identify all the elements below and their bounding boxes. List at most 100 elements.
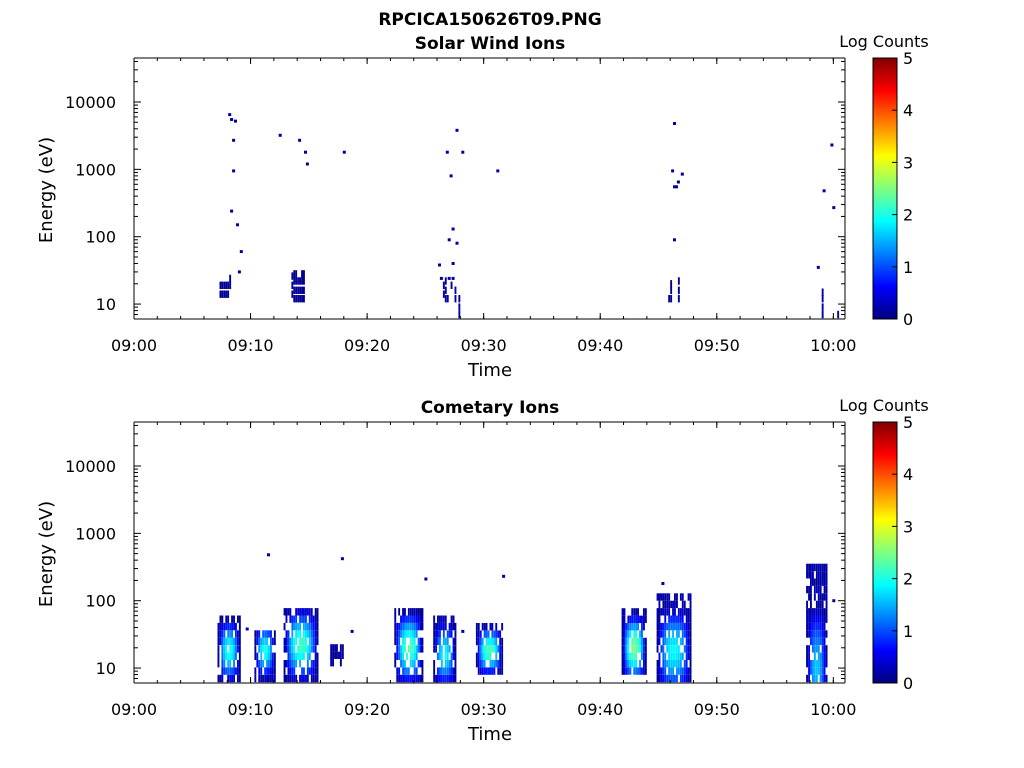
data-cell xyxy=(812,674,814,683)
solar-wind-ylabel: Energy (eV) xyxy=(36,137,57,243)
data-cell xyxy=(264,652,267,660)
data-cell xyxy=(656,608,659,616)
data-cell xyxy=(677,277,680,285)
data-cell xyxy=(221,622,224,631)
data-cell xyxy=(289,608,292,616)
data-cell xyxy=(637,615,639,623)
cometary-ylabel: Energy (eV) xyxy=(36,501,57,607)
data-cell xyxy=(819,637,822,646)
data-cell xyxy=(444,295,447,303)
data-cell xyxy=(481,652,484,660)
data-cell xyxy=(396,630,399,638)
data-cell xyxy=(402,615,404,623)
data-point xyxy=(424,577,428,581)
data-cell xyxy=(623,660,626,668)
data-cell xyxy=(639,645,641,653)
data-cell xyxy=(297,622,300,631)
data-cell xyxy=(314,660,317,668)
data-cell xyxy=(293,660,296,668)
data-point xyxy=(455,128,459,132)
data-cell xyxy=(679,637,682,646)
data-cell xyxy=(400,615,402,623)
data-cell xyxy=(415,652,418,660)
cometary-data-marks xyxy=(217,553,836,683)
data-cell xyxy=(301,608,303,616)
data-cell xyxy=(623,623,626,631)
data-cell xyxy=(689,652,692,660)
data-cell xyxy=(314,667,317,675)
data-cell xyxy=(225,652,228,660)
data-cell xyxy=(681,667,684,675)
data-cell xyxy=(825,608,828,616)
data-cell xyxy=(672,622,674,631)
data-cell xyxy=(656,667,659,675)
data-cell xyxy=(409,660,412,668)
data-cell xyxy=(446,295,449,303)
data-cell xyxy=(625,645,628,653)
data-cell xyxy=(662,622,665,631)
data-cell xyxy=(817,660,820,668)
data-cell xyxy=(237,630,239,638)
data-point xyxy=(676,180,680,184)
x-tick-label: 10:00 xyxy=(810,700,856,719)
data-cell xyxy=(316,660,319,668)
data-cell xyxy=(487,630,490,638)
data-cell xyxy=(452,667,455,675)
data-cell xyxy=(266,637,268,646)
data-cell xyxy=(687,615,690,623)
data-cell xyxy=(336,644,338,652)
data-cell xyxy=(225,615,228,623)
data-cell xyxy=(683,674,686,683)
data-cell xyxy=(687,667,690,675)
data-cell xyxy=(477,652,480,660)
data-cell xyxy=(687,652,690,660)
data-cell xyxy=(406,615,408,623)
data-cell xyxy=(454,286,457,294)
data-cell xyxy=(817,593,820,601)
data-cell xyxy=(813,660,816,668)
y-tick-label: 10000 xyxy=(65,457,116,476)
data-cell xyxy=(406,652,408,660)
data-cell xyxy=(219,615,222,623)
data-cell xyxy=(674,674,676,683)
data-cell xyxy=(493,630,496,638)
data-cell xyxy=(310,667,313,675)
data-cell xyxy=(643,623,645,631)
data-cell xyxy=(674,600,676,609)
data-cell xyxy=(629,660,632,668)
data-cell xyxy=(303,630,305,638)
data-cell xyxy=(306,667,309,675)
data-cell xyxy=(260,637,263,646)
data-cell xyxy=(419,637,422,646)
data-cell xyxy=(821,660,824,668)
data-cell xyxy=(812,667,814,675)
data-cell xyxy=(312,674,315,683)
data-cell xyxy=(685,630,688,638)
data-cell xyxy=(666,593,669,601)
data-cell xyxy=(819,600,822,609)
data-cell xyxy=(687,593,690,601)
data-cell xyxy=(305,674,307,683)
data-cell xyxy=(289,615,292,623)
data-cell xyxy=(676,674,678,683)
data-cell xyxy=(235,652,237,660)
data-cell xyxy=(501,623,504,631)
data-cell xyxy=(291,667,294,675)
data-cell xyxy=(639,637,641,646)
data-cell xyxy=(217,652,220,660)
data-cell xyxy=(291,660,294,668)
data-cell xyxy=(289,660,292,668)
data-cell xyxy=(670,286,673,294)
data-cell xyxy=(643,637,645,646)
data-cell xyxy=(815,630,818,638)
data-cell xyxy=(810,630,812,638)
data-cell xyxy=(625,623,628,631)
data-cell xyxy=(271,660,274,668)
data-cell xyxy=(415,630,418,638)
data-cell xyxy=(394,608,397,616)
data-cell xyxy=(477,637,480,646)
data-cell xyxy=(411,608,414,616)
data-point xyxy=(304,150,307,154)
data-cell xyxy=(266,667,268,675)
